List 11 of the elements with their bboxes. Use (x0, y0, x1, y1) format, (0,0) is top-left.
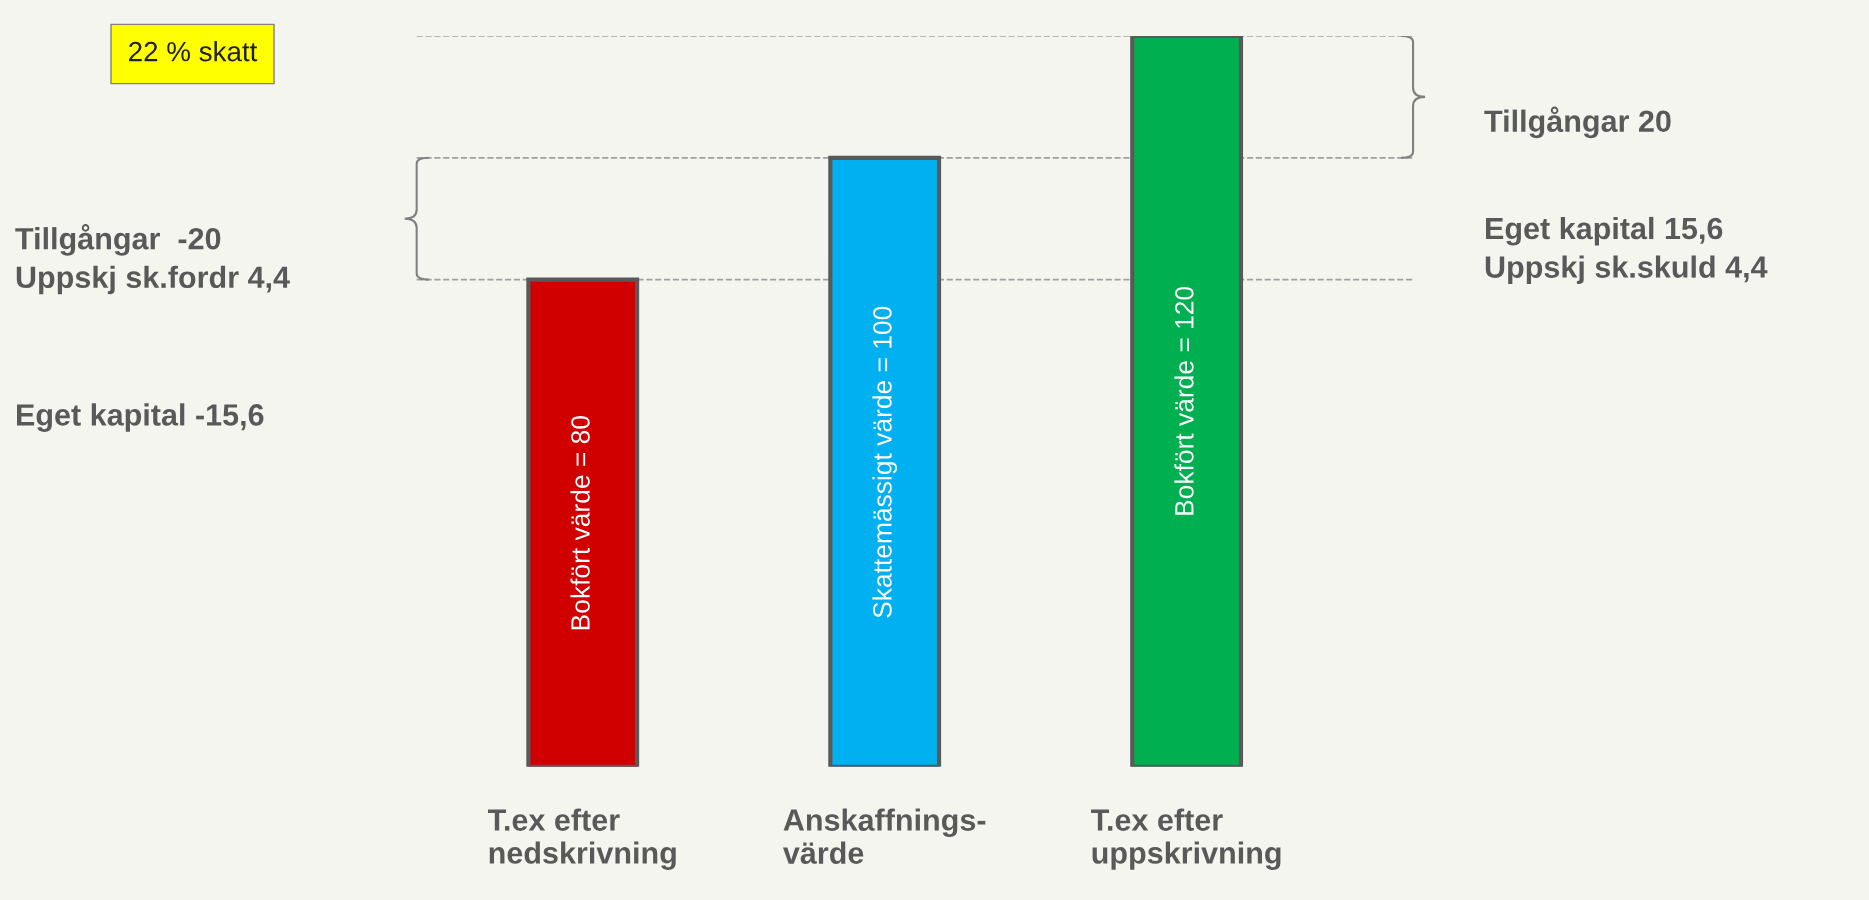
data-label: Bokfört värde = 80 (570, 416, 590, 630)
x-tick-label: Anskaffnings- värde (782, 808, 986, 864)
text: 22 % skatt (129, 41, 258, 62)
text: Tillgångar -20 Uppskj sk.fordr 4,4 (15, 224, 290, 295)
text: Eget kapital -15,6 (17, 403, 264, 432)
data-label: Bokfört värde = 120 (1174, 286, 1194, 515)
data-label: Skattemässigt värde = 100 (872, 306, 897, 618)
text: Eget kapital 15,6 Uppskj sk.skuld 4,4 (1485, 216, 1768, 284)
x-tick-label: T.ex efter nedskrivning (488, 808, 676, 870)
x-tick-label: T.ex efter uppskrivning (1091, 808, 1281, 870)
text: Tillgångar 20 (1484, 106, 1671, 139)
